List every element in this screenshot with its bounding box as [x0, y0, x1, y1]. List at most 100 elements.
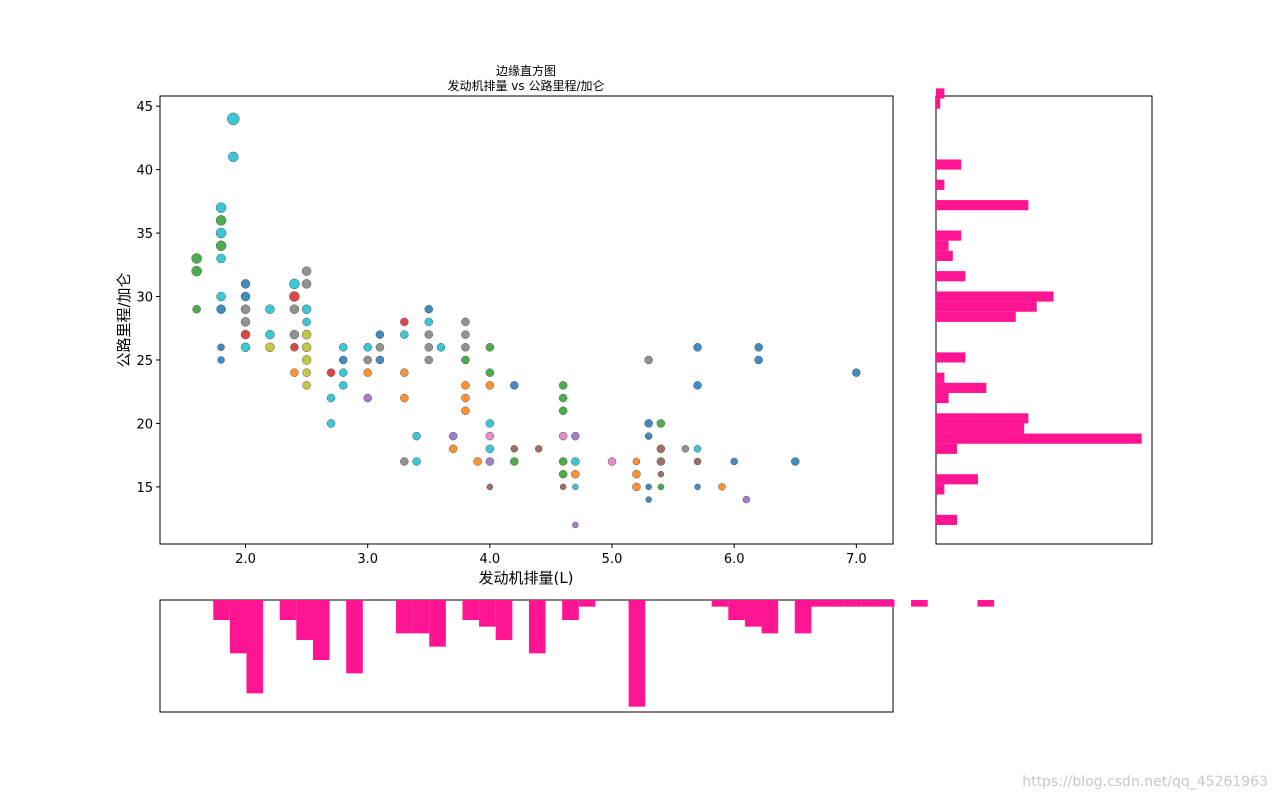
scatter-point: [742, 495, 751, 504]
scatter-point: [400, 393, 409, 403]
x-tick-label: 5.0: [602, 552, 623, 567]
x-tick-label: 7.0: [846, 552, 867, 567]
scatter-point: [240, 329, 251, 340]
scatter-point: [693, 457, 702, 466]
y-histogram-bar: [936, 392, 949, 404]
y-tick-label: 30: [136, 291, 153, 306]
scatter-point: [289, 291, 300, 302]
y-histogram-bar: [936, 88, 945, 99]
scatter-point: [485, 431, 495, 441]
x-histogram-frame: [159, 599, 894, 713]
y-histogram-bar: [936, 443, 957, 454]
y-tick-label: 45: [136, 100, 153, 115]
scatter-point: [191, 265, 202, 277]
scatter-point: [301, 342, 312, 353]
y-histogram-bar: [936, 271, 966, 282]
y-histogram-bar: [936, 311, 1016, 322]
scatter-point: [227, 112, 240, 126]
x-histogram-bar: [877, 600, 895, 607]
scatter-point: [645, 483, 652, 491]
scatter-point: [302, 317, 311, 327]
x-histogram-bar: [462, 600, 480, 620]
scatter-point: [240, 279, 251, 289]
scatter-point: [485, 419, 495, 428]
y-histogram-bar: [936, 159, 962, 170]
scatter-point: [289, 329, 300, 340]
x-histogram-bar: [246, 600, 264, 694]
x-histogram-bar: [346, 600, 363, 674]
y-histogram-bar: [936, 200, 1029, 211]
x-histogram-bar: [279, 600, 297, 620]
x-tick-label: 3.0: [357, 552, 378, 567]
x-histogram-bar: [229, 600, 247, 654]
scatter-point: [558, 431, 568, 441]
scatter-point: [461, 381, 470, 390]
x-histogram-bar: [213, 600, 230, 620]
y-histogram-bar: [936, 413, 1029, 424]
scatter-point: [657, 470, 665, 478]
scatter-point: [718, 483, 726, 491]
scatter-point: [265, 304, 275, 314]
scatter-point: [645, 496, 652, 503]
scatter-point: [265, 329, 275, 340]
scatter-point: [265, 342, 275, 353]
scatter-point: [572, 521, 579, 529]
scatter-point: [363, 343, 372, 352]
y-histogram-bar: [936, 474, 978, 485]
scatter-point: [326, 368, 336, 377]
y-histogram-bar: [936, 372, 945, 383]
scatter-point: [559, 483, 567, 491]
scatter-point: [290, 343, 299, 352]
x-tick-label: 4.0: [480, 552, 501, 567]
x-histogram-bar: [861, 600, 878, 607]
scatter-point: [240, 291, 251, 302]
scatter-point: [326, 393, 336, 403]
x-axis-ticks: 2.0 3.0 4.0 5.0 6.0 7.0: [235, 544, 867, 567]
scatter-point: [693, 381, 702, 390]
scatter-point: [215, 215, 227, 226]
x-histogram-bar: [479, 600, 496, 627]
scatter-point: [485, 368, 495, 377]
y-axis-ticks: 15 20 25 30 35 40 45: [136, 100, 160, 496]
x-histogram-bar: [562, 600, 579, 620]
x-histogram-bar: [296, 600, 313, 640]
scatter-point: [302, 381, 311, 390]
scatter-point: [301, 279, 312, 289]
scatter-point: [485, 457, 495, 466]
y-tick-label: 35: [136, 227, 153, 242]
scatter-point: [656, 457, 666, 466]
scatter-point: [301, 266, 312, 276]
scatter-point: [289, 304, 300, 314]
scatter-point: [656, 419, 666, 428]
scatter-point: [461, 317, 470, 327]
x-histogram-bar: [528, 600, 546, 654]
scatter-point: [632, 482, 641, 492]
scatter-point: [375, 355, 385, 365]
scatter-point: [510, 445, 519, 453]
scatter-point: [558, 469, 568, 479]
x-histogram-bar: [429, 600, 446, 647]
x-histogram-bar: [728, 600, 745, 620]
scatter-point: [485, 381, 495, 390]
scatter-point: [240, 317, 251, 327]
scatter-point: [217, 356, 225, 364]
scatter-point: [412, 431, 421, 441]
scatter-point: [424, 304, 434, 314]
scatter-point: [730, 457, 738, 466]
scatter-point: [192, 304, 201, 314]
x-histogram-bar: [396, 600, 413, 634]
scatter-point: [215, 202, 227, 213]
scatter-point: [375, 343, 385, 352]
scatter-point: [558, 406, 568, 415]
x-histogram-bar: [761, 600, 779, 634]
scatter-point: [228, 151, 239, 163]
scatter-point: [363, 368, 372, 377]
x-tick-label: 2.0: [235, 552, 256, 567]
x-histogram-bar: [578, 600, 596, 607]
scatter-point: [558, 381, 568, 390]
scatter-point: [301, 355, 312, 365]
scatter-point: [461, 343, 470, 352]
scatter-point: [558, 457, 568, 466]
scatter-point: [473, 457, 482, 466]
